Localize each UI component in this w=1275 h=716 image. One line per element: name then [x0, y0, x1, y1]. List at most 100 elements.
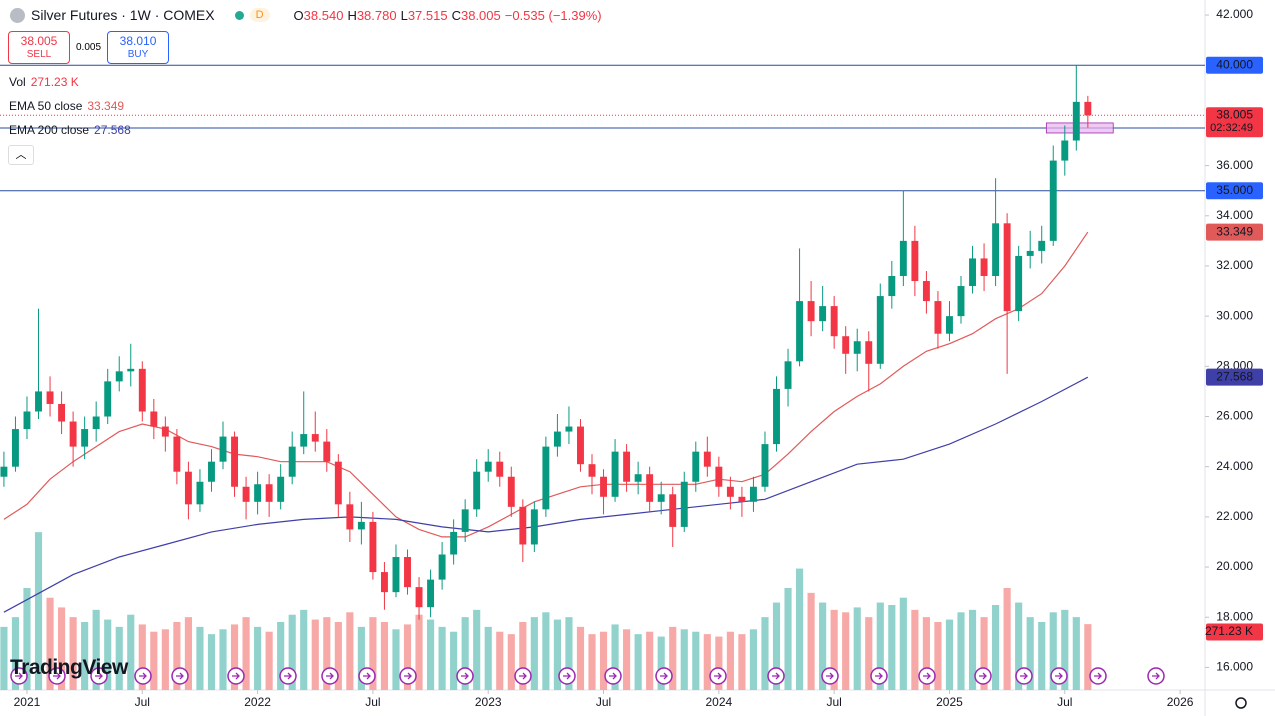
- candle-body: [899, 240, 907, 276]
- candle-body: [957, 286, 965, 317]
- candle-body: [1026, 250, 1034, 256]
- sell-button[interactable]: 38.005 SELL: [8, 31, 70, 64]
- buy-button[interactable]: 38.010 BUY: [107, 31, 170, 64]
- event-icon-arrow: [714, 672, 722, 680]
- event-icon-arrow: [1094, 672, 1102, 680]
- candle-body: [865, 341, 873, 364]
- symbol-title[interactable]: Silver Futures · 1W · COMEX: [31, 7, 215, 23]
- candle-body: [58, 403, 66, 422]
- event-icon-arrow: [772, 672, 780, 680]
- volume-bar: [184, 617, 192, 690]
- volume-bar: [323, 617, 331, 690]
- candle-body: [127, 368, 135, 372]
- candle-body: [357, 521, 365, 530]
- x-tick-label: Jul: [1057, 695, 1072, 709]
- volume-bar: [738, 634, 746, 690]
- volume-bar: [968, 609, 977, 690]
- event-icon-arrow: [519, 672, 527, 680]
- candle-body: [1038, 240, 1046, 251]
- settings-icon: [1235, 697, 1247, 709]
- x-tick-label: Jul: [596, 695, 611, 709]
- legend-volume: Vol 271.23 K: [9, 75, 79, 89]
- volume-bar: [853, 607, 861, 690]
- candle-body: [311, 434, 319, 442]
- volume-bar: [542, 612, 550, 690]
- volume-bar: [669, 626, 677, 690]
- candle-body: [922, 281, 930, 302]
- volume-bar: [300, 609, 308, 690]
- volume-bar: [461, 617, 469, 690]
- candle-body: [749, 486, 757, 502]
- candle-body: [277, 476, 285, 502]
- volume-bar: [254, 626, 262, 690]
- candle-body: [980, 258, 988, 276]
- x-tick-label: Jul: [135, 695, 150, 709]
- event-icon-arrow: [461, 672, 469, 680]
- ohlc-value: 38.005: [460, 7, 501, 23]
- legend-value: 271.23 K: [30, 75, 79, 89]
- candle-body: [231, 436, 239, 487]
- y-tick-label: 22.000: [1216, 509, 1253, 523]
- candle-body: [680, 481, 688, 527]
- candle-body: [611, 451, 619, 497]
- delay-badge: D: [249, 8, 270, 22]
- ohlc-change: −0.535 (−1.39%): [504, 7, 602, 23]
- level-tag: 40.000: [1216, 57, 1253, 71]
- volume-bar: [980, 617, 988, 690]
- candle-body: [254, 484, 262, 502]
- ohlc-value: 37.515: [407, 7, 448, 23]
- volume-bar: [795, 568, 804, 690]
- candle-body: [104, 381, 112, 417]
- candle-body: [819, 306, 827, 322]
- volume-bar: [934, 622, 942, 690]
- volume-bar: [161, 629, 169, 690]
- volume-bar: [46, 597, 54, 690]
- y-tick-label: 36.000: [1216, 158, 1253, 172]
- legend-name: Vol: [9, 75, 26, 89]
- volume-bar: [876, 602, 884, 690]
- candle-body: [92, 416, 100, 430]
- event-icon-arrow: [1055, 672, 1063, 680]
- candle-body: [634, 474, 642, 482]
- volume-bar: [311, 619, 319, 690]
- volume-bar: [380, 622, 389, 690]
- volume-tag-bg: [1206, 623, 1263, 641]
- ohlc-label: C: [451, 7, 461, 23]
- candle-body: [219, 436, 227, 462]
- volume-bar: [392, 629, 400, 690]
- volume-bar: [1003, 588, 1011, 690]
- candle-body: [934, 301, 942, 334]
- spread: 0.005: [76, 42, 102, 53]
- volume-bar: [219, 629, 227, 690]
- event-icon-arrow: [1152, 672, 1160, 680]
- event-icon-arrow: [826, 672, 834, 680]
- volume-bar: [242, 617, 250, 690]
- candle-body: [726, 486, 734, 497]
- candle-body: [669, 494, 677, 527]
- ohlc-value: 38.540: [303, 7, 344, 23]
- ema200-tag-bg: [1206, 368, 1263, 386]
- volume-bar: [0, 626, 8, 690]
- volume-bar: [403, 624, 412, 690]
- last-price-tag: 38.005: [1216, 107, 1253, 121]
- candle-body: [161, 426, 169, 437]
- event-icon-arrow: [923, 672, 931, 680]
- volume-bar: [634, 634, 642, 690]
- candle-body: [288, 446, 296, 477]
- volume-bar: [92, 609, 100, 690]
- candle-body: [623, 451, 631, 482]
- volume-bar: [127, 614, 135, 690]
- volume-bar: [726, 631, 734, 690]
- y-tick-label: 32.000: [1216, 258, 1253, 272]
- ohlc-value: 38.780: [356, 7, 397, 23]
- ema200-tag: 27.568: [1216, 369, 1253, 383]
- volume-bar: [807, 592, 815, 690]
- collapse-button[interactable]: ︿: [8, 145, 34, 165]
- candle-body: [35, 391, 42, 412]
- candle-body: [876, 296, 884, 364]
- candle-body: [438, 554, 446, 580]
- candle-body: [334, 461, 342, 505]
- volume-bar: [599, 631, 608, 690]
- sell-label: SELL: [26, 48, 52, 60]
